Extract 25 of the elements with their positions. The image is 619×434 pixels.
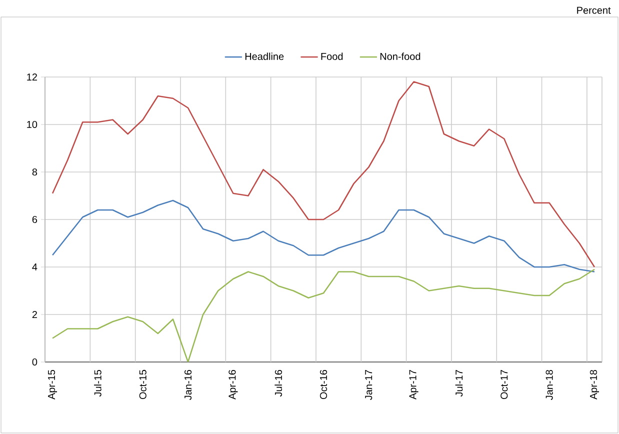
x-tick-label: Oct-16: [320, 370, 328, 400]
text: Percent: [577, 6, 611, 14]
y-tick-label: 12: [27, 74, 37, 80]
legend-label: Food: [321, 52, 343, 60]
x-tick-label: Apr-18: [590, 370, 599, 400]
x-tick-label: Oct-17: [500, 370, 508, 400]
y-tick-label: 8: [32, 168, 38, 176]
legend-label: Headline: [245, 52, 284, 60]
y-tick-label: 4: [32, 264, 38, 270]
y-tick-label: 6: [32, 216, 38, 224]
line-series: [52, 200, 596, 272]
x-tick-label: Jan-18: [546, 370, 553, 400]
x-tick-label: Apr-16: [228, 370, 238, 400]
y-tick-label: 0: [32, 358, 38, 366]
x-tick-label: Apr-17: [409, 370, 418, 400]
x-tick-label: Apr-15: [48, 370, 58, 400]
x-tick-label: Jul-16: [274, 370, 282, 397]
x-tick-label: Oct-15: [139, 370, 146, 400]
y-tick-label: 2: [32, 311, 37, 318]
x-tick-label: Jan-16: [184, 370, 192, 400]
x-tick-label: Jul-17: [455, 370, 463, 397]
x-tick-label: Jul-15: [94, 370, 102, 397]
x-tick-label: Jan-17: [365, 370, 372, 400]
y-tick-label: 10: [27, 120, 38, 128]
legend-label: Non-food: [380, 52, 420, 60]
